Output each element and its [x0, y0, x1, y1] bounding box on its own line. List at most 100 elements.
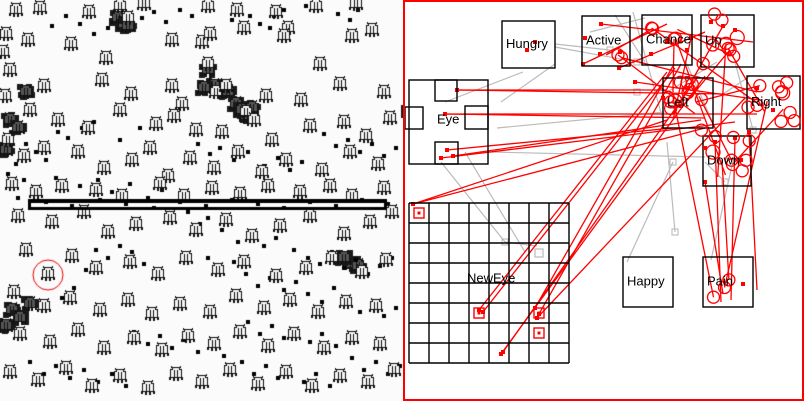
- node-label-down: Down: [707, 152, 740, 167]
- inhibitory-edge-12: [666, 141, 676, 233]
- brain-network-panel[interactable]: Eye NewEye Hungry Active Chance Up Left Right Do…: [403, 0, 804, 401]
- axon-source-dot-4: [445, 148, 449, 152]
- knot-circle-left-9: [682, 83, 697, 97]
- node-label-neweye: NewEye: [467, 270, 515, 285]
- node-label-up: Up: [705, 32, 722, 47]
- long-axon-7: [412, 119, 668, 205]
- inhibitory-edge-4: [440, 161, 506, 243]
- inhibitory-edge-8: [734, 61, 754, 131]
- axon-source-dot-9: [477, 308, 481, 312]
- knot-circle-down-1: [726, 130, 740, 145]
- node-box-happy[interactable]: [622, 256, 674, 308]
- synapse-dot-0: [533, 40, 537, 44]
- neweye-active-dot-3: [537, 331, 541, 335]
- inhibitory-edge-2: [496, 111, 666, 129]
- neweye-active-cell-0[interactable]: [413, 207, 425, 219]
- long-axon-25: [704, 181, 724, 295]
- long-axon-18: [600, 23, 754, 43]
- axon-source-dot-18: [599, 22, 603, 26]
- synapse-circle-13: [722, 273, 736, 287]
- neweye-active-cell-3[interactable]: [533, 327, 545, 339]
- inhibitory-edge-7: [632, 11, 664, 121]
- axon-source-dot-17: [617, 66, 621, 70]
- inhibitory-edge-3: [489, 151, 706, 158]
- knot-circle-right-4: [741, 100, 755, 114]
- long-axon-5: [452, 119, 702, 157]
- synapse-dot-7: [685, 48, 689, 52]
- synapse-dot-12: [703, 146, 707, 150]
- node-box-chance[interactable]: [641, 14, 693, 66]
- axon-source-dot-25: [703, 180, 707, 184]
- node-box-active[interactable]: [581, 15, 631, 67]
- synapse-dot-1: [525, 48, 529, 52]
- node-box-hungry[interactable]: [501, 20, 556, 69]
- node-box-left[interactable]: [662, 77, 714, 129]
- inhibitory-terminal-3: [501, 238, 509, 246]
- synapse-circle-3: [753, 79, 767, 93]
- excitatory-edge-group: [411, 21, 791, 356]
- inhibitory-edge-14: [464, 151, 526, 253]
- synapse-dot-3: [598, 52, 602, 56]
- synapse-dot-4: [618, 50, 622, 54]
- eye-subcell-1[interactable]: [464, 105, 489, 130]
- neweye-inhibitory-cell[interactable]: [534, 248, 544, 258]
- node-box-right[interactable]: [746, 75, 801, 130]
- simulation-world-panel[interactable]: [0, 0, 403, 401]
- node-label-eye: Eye: [437, 111, 459, 126]
- knot-circle-right-2: [783, 105, 797, 120]
- excitatory-edge-left-down: [698, 96, 733, 161]
- node-label-pain: Pain: [707, 273, 733, 288]
- synapse-dot-9: [733, 28, 737, 32]
- inhibitory-edge-16: [444, 71, 524, 103]
- knot-circle-down-0: [742, 134, 756, 148]
- knot-circle-up-2: [706, 38, 720, 52]
- node-label-active: Active: [586, 32, 621, 47]
- axon-source-dot-20: [689, 36, 693, 40]
- axon-source-dot-3: [443, 112, 447, 116]
- knot-circle-down-3: [708, 129, 722, 144]
- axon-source-dot-14: [499, 352, 503, 356]
- synapse-dot-5: [649, 52, 653, 56]
- inhibitory-edge-18: [589, 17, 646, 33]
- long-axon-15: [536, 97, 746, 319]
- long-axon-21: [672, 25, 724, 115]
- synapse-dot-16: [679, 104, 683, 108]
- synapse-circle-9: [725, 157, 740, 172]
- long-axon-19: [634, 81, 762, 101]
- eye-subcell-3[interactable]: [405, 106, 424, 130]
- node-box-up[interactable]: [700, 14, 755, 68]
- inhibitory-edge-10: [626, 161, 674, 263]
- node-label-chance: Chance: [646, 31, 691, 46]
- knot-circle-right-6: [774, 114, 788, 129]
- long-axon-11: [534, 65, 674, 309]
- knot-circle-left-8: [661, 90, 675, 104]
- long-axon-9: [478, 71, 668, 311]
- excitatory-edge-right-down: [732, 108, 784, 165]
- neweye-active-dot-0: [417, 211, 421, 215]
- synapse-circle-5: [706, 290, 721, 304]
- excitatory-edge-left-pain: [672, 97, 715, 298]
- axon-source-dot-6: [439, 156, 443, 160]
- neweye-active-cell-1[interactable]: [473, 307, 485, 319]
- knot-circle-left-2: [694, 123, 709, 137]
- synapse-dot-6: [665, 40, 669, 44]
- excitatory-edge-down-chance: [674, 37, 727, 176]
- long-axon-23: [730, 137, 736, 301]
- long-axon-12: [538, 63, 682, 315]
- neweye-active-cell-2[interactable]: [533, 307, 545, 319]
- eye-subcell-0[interactable]: [434, 79, 458, 102]
- brain-network-svg[interactable]: Eye NewEye Hungry Active Chance Up Left Right Do…: [405, 2, 802, 399]
- node-label-left: Left: [667, 94, 689, 109]
- eye-subcell-2[interactable]: [434, 141, 459, 165]
- simulation-world-canvas[interactable]: [0, 0, 403, 401]
- recurrent-edge-up-19: [729, 29, 745, 46]
- axon-source-dot-10: [481, 310, 485, 314]
- excitatory-edge-down-pain: [721, 160, 730, 280]
- inhibitory-terminal-5: [721, 178, 729, 186]
- axon-source-dot-24: [747, 130, 751, 134]
- node-label-group: Eye NewEye Hungry Active Chance Up Left Right Do…: [437, 31, 782, 288]
- node-box-pain[interactable]: [702, 256, 754, 308]
- node-label-happy: Happy: [627, 273, 665, 288]
- recurrent-edge-left-16: [667, 93, 683, 109]
